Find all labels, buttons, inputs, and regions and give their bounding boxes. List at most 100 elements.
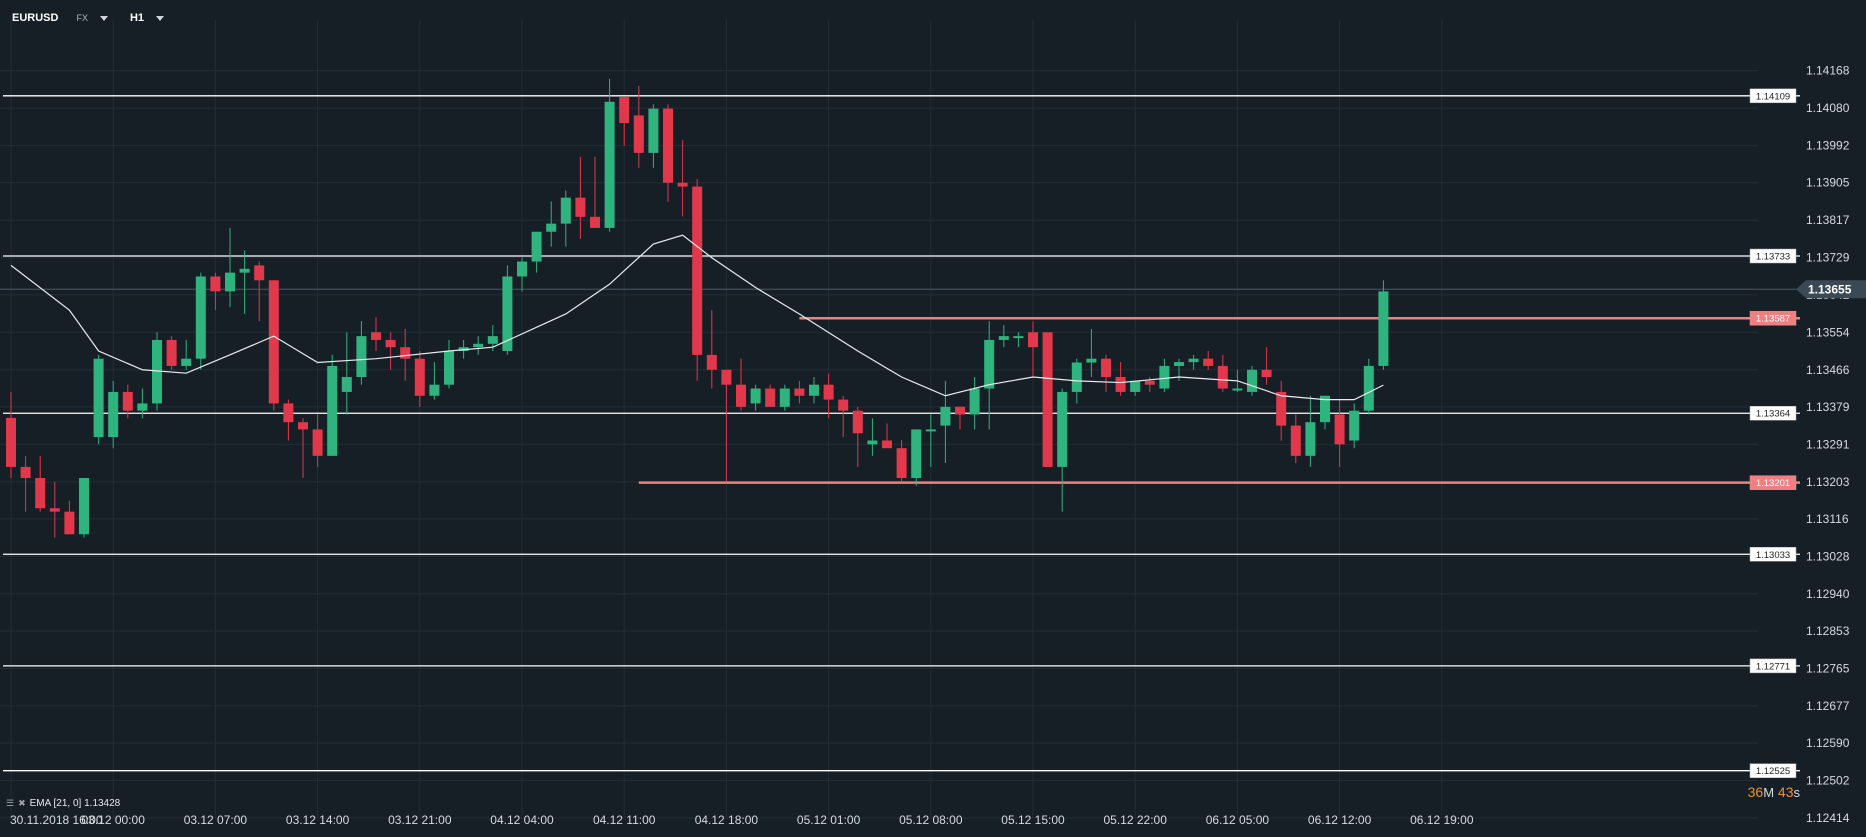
chart-toolbar: EURUSD FX H1 — [0, 0, 165, 36]
candle-down — [1276, 391, 1287, 426]
y-tick-label: 1.12590 — [1806, 736, 1850, 750]
candle-down — [64, 511, 75, 535]
x-tick-label: 06.12 19:00 — [1410, 813, 1474, 827]
candle-down — [400, 347, 411, 359]
candles — [6, 78, 1389, 538]
candle-down — [838, 399, 849, 411]
candle-down — [1217, 365, 1228, 389]
timer-seconds: 43 — [1777, 784, 1794, 800]
candle-up — [1130, 380, 1141, 392]
x-tick-label: 06.12 05:00 — [1206, 813, 1270, 827]
candle-up — [327, 365, 338, 456]
candle-up — [473, 343, 484, 348]
candle-up — [750, 388, 761, 404]
candle-down — [1115, 377, 1126, 392]
candle-up — [487, 336, 498, 344]
y-tick-label: 1.13554 — [1806, 325, 1850, 339]
x-tick-label: 03.12 00:00 — [81, 813, 145, 827]
candle-up — [1349, 410, 1360, 441]
candle-down — [1101, 358, 1111, 378]
candle-up — [546, 223, 557, 232]
candle-up — [93, 358, 104, 438]
candle-up — [998, 336, 1009, 340]
x-tick-label: 05.12 01:00 — [797, 813, 861, 827]
level-label: 1.13587 — [1756, 314, 1790, 325]
current-price-tag — [1796, 280, 1866, 299]
candle-up — [1247, 369, 1257, 392]
candle-down — [794, 388, 805, 396]
symbol-label[interactable]: EURUSD — [12, 12, 59, 24]
x-tick-label: 04.12 18:00 — [695, 813, 759, 827]
level-label-box — [1749, 763, 1797, 778]
candle-up — [969, 388, 980, 415]
y-tick-label: 1.13291 — [1806, 437, 1850, 451]
candle-up — [867, 440, 878, 445]
candle-down — [896, 448, 907, 478]
level-label-box — [1749, 248, 1797, 264]
candle-up — [458, 347, 469, 352]
timeframe-label[interactable]: H1 — [129, 12, 145, 24]
candle-down — [706, 354, 717, 370]
indicator-legend: ☰ ✖ EMA [21, 0] 1.13428 — [6, 798, 120, 809]
market-dropdown-icon[interactable] — [99, 15, 108, 21]
level-label-box — [1749, 405, 1797, 421]
candle-down — [882, 440, 892, 449]
candle-up — [779, 388, 790, 407]
x-tick-label: 03.12 21:00 — [388, 813, 452, 827]
candle-up — [531, 231, 542, 262]
y-tick-label: 1.12414 — [1806, 811, 1850, 825]
x-tick-label: 05.12 22:00 — [1103, 813, 1167, 827]
y-tick-label: 1.12940 — [1806, 587, 1850, 601]
level-label-box — [1749, 547, 1797, 562]
indicator-settings-icon[interactable]: ☰ — [6, 798, 15, 808]
level-label-box — [1749, 658, 1797, 674]
candle-down — [414, 358, 425, 396]
candle-down — [6, 417, 16, 467]
y-tick-label: 1.13992 — [1806, 139, 1850, 153]
x-tick-label: 30.11.2018 16:00 — [10, 813, 103, 827]
candle-down — [35, 477, 46, 509]
indicator-label: EMA [21, 0] 1.13428 — [29, 798, 121, 809]
candle-up — [1232, 388, 1243, 391]
level-label-box — [1749, 475, 1797, 490]
market-label[interactable]: FX — [76, 13, 88, 23]
candle-up — [195, 276, 206, 359]
candle-up — [1013, 336, 1024, 339]
candle-down — [692, 186, 703, 355]
candle-up — [1363, 365, 1374, 411]
x-tick-label: 03.12 14:00 — [286, 813, 350, 827]
candle-down — [823, 384, 834, 400]
level-label: 1.14109 — [1756, 91, 1790, 102]
y-tick-label: 1.13905 — [1806, 176, 1850, 190]
candle-down — [254, 265, 265, 281]
y-tick-label: 1.13203 — [1806, 475, 1850, 489]
timeframe-dropdown-icon[interactable] — [156, 15, 165, 21]
candle-down — [312, 429, 323, 456]
ema-line — [10, 234, 1384, 401]
y-tick-label: 1.13028 — [1806, 549, 1850, 563]
x-tick-label: 03.12 07:00 — [184, 813, 248, 827]
candle-down — [371, 332, 381, 340]
timer-seconds-unit: s — [1793, 785, 1801, 800]
y-tick-label: 1.13466 — [1806, 363, 1850, 377]
x-tick-label: 04.12 11:00 — [593, 813, 656, 827]
y-tick-label: 1.14168 — [1806, 64, 1850, 78]
x-tick-label: 04.12 04:00 — [490, 813, 554, 827]
candle-up — [1305, 422, 1316, 456]
candle-up — [239, 268, 250, 273]
y-tick-label: 1.12677 — [1806, 699, 1850, 713]
indicator-remove-icon[interactable]: ✖ — [18, 798, 26, 808]
y-tick-label: 1.13817 — [1806, 213, 1850, 227]
candle-up — [1188, 358, 1199, 363]
candle-down — [736, 384, 746, 407]
candle-down — [122, 391, 133, 411]
candle-up — [225, 272, 235, 292]
candle-down — [49, 508, 60, 512]
x-tick-label: 05.12 15:00 — [1001, 813, 1065, 827]
y-tick-label: 1.12765 — [1806, 661, 1850, 675]
candle-up — [560, 197, 571, 224]
candle-up — [517, 261, 527, 277]
candle-up — [1086, 358, 1097, 363]
candle-down — [663, 108, 673, 183]
